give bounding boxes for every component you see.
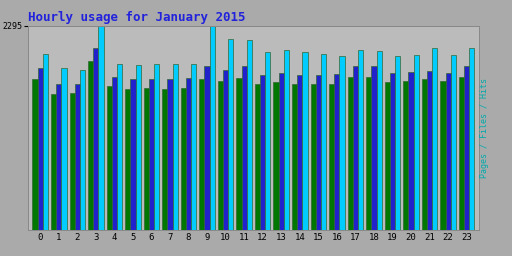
Bar	[255, 84, 260, 230]
Bar	[348, 77, 353, 230]
Bar	[106, 86, 112, 230]
Bar	[422, 79, 427, 230]
Bar	[284, 50, 289, 230]
Bar	[51, 94, 56, 230]
Bar	[371, 66, 376, 230]
Bar	[376, 51, 382, 230]
Bar	[445, 72, 451, 230]
Bar	[316, 75, 321, 230]
Bar	[464, 66, 470, 230]
Bar	[210, 26, 215, 230]
Bar	[93, 48, 98, 230]
Bar	[204, 66, 210, 230]
Bar	[131, 79, 136, 230]
Bar	[279, 73, 284, 230]
Bar	[70, 93, 75, 230]
Bar	[199, 79, 204, 230]
Bar	[311, 84, 316, 230]
Bar	[80, 70, 85, 230]
Bar	[395, 57, 400, 230]
Text: Pages / Files / Hits: Pages / Files / Hits	[480, 78, 488, 178]
Text: Hourly usage for January 2015: Hourly usage for January 2015	[28, 12, 246, 24]
Bar	[136, 65, 141, 230]
Bar	[432, 48, 437, 230]
Bar	[167, 79, 173, 230]
Bar	[247, 39, 252, 230]
Bar	[181, 88, 186, 230]
Bar	[358, 50, 363, 230]
Bar	[292, 84, 297, 230]
Bar	[56, 84, 61, 230]
Bar	[260, 75, 265, 230]
Bar	[173, 65, 178, 230]
Bar	[144, 88, 149, 230]
Bar	[440, 81, 445, 230]
Bar	[237, 78, 242, 230]
Bar	[353, 66, 358, 230]
Bar	[329, 84, 334, 230]
Bar	[242, 66, 247, 230]
Bar	[403, 81, 409, 230]
Bar	[61, 68, 67, 230]
Bar	[339, 56, 345, 230]
Bar	[37, 68, 43, 230]
Bar	[223, 70, 228, 230]
Bar	[451, 55, 456, 230]
Bar	[162, 89, 167, 230]
Bar	[470, 48, 475, 230]
Bar	[43, 54, 48, 230]
Bar	[334, 74, 339, 230]
Bar	[321, 54, 326, 230]
Bar	[385, 82, 390, 230]
Bar	[191, 63, 196, 230]
Bar	[88, 61, 93, 230]
Bar	[32, 79, 37, 230]
Bar	[228, 39, 233, 230]
Bar	[265, 52, 270, 230]
Bar	[98, 26, 103, 230]
Bar	[414, 55, 419, 230]
Bar	[218, 81, 223, 230]
Bar	[459, 77, 464, 230]
Bar	[154, 65, 159, 230]
Bar	[303, 52, 308, 230]
Bar	[366, 77, 371, 230]
Bar	[427, 71, 432, 230]
Bar	[75, 84, 80, 230]
Bar	[390, 73, 395, 230]
Bar	[149, 79, 154, 230]
Bar	[117, 63, 122, 230]
Bar	[409, 72, 414, 230]
Bar	[112, 77, 117, 230]
Bar	[186, 78, 191, 230]
Bar	[297, 75, 303, 230]
Bar	[273, 82, 279, 230]
Bar	[125, 89, 131, 230]
